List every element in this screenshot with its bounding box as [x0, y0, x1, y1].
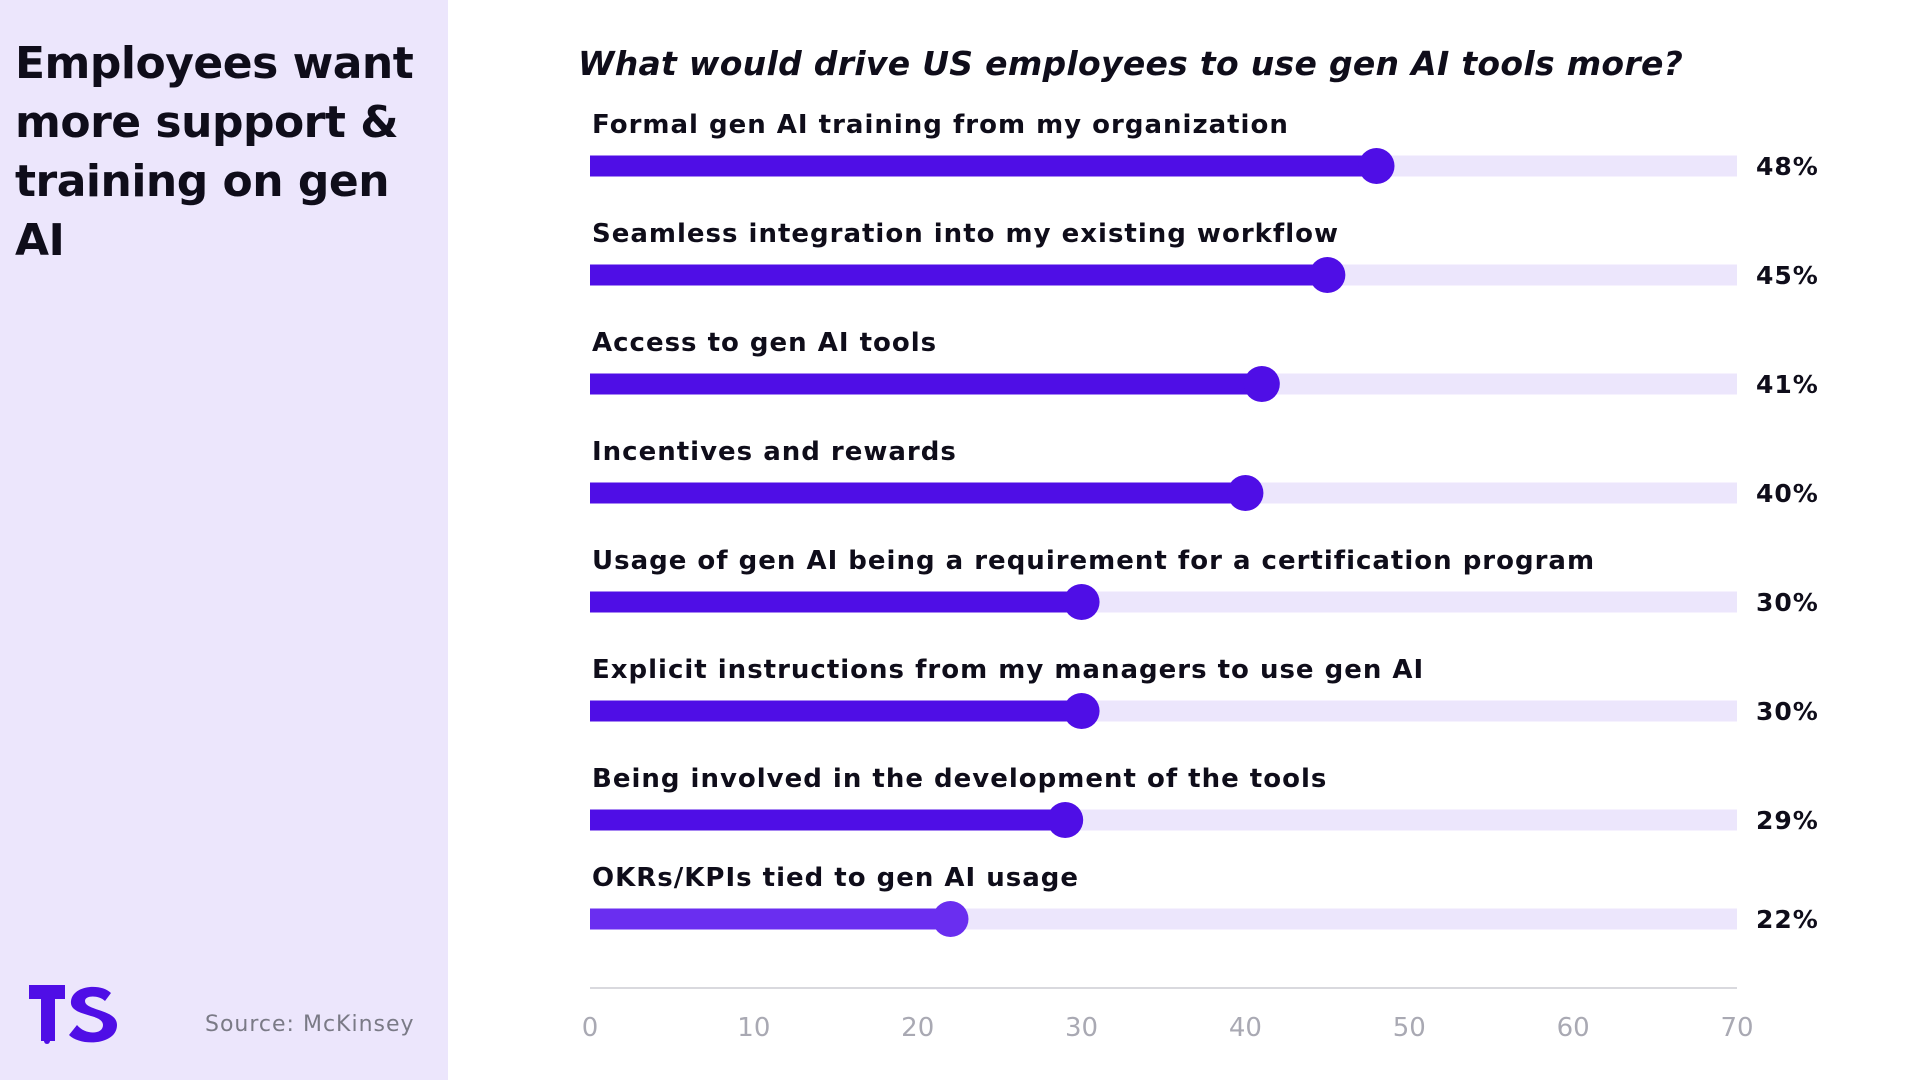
value-label: 30%	[1756, 697, 1819, 726]
value-label: 41%	[1756, 370, 1819, 399]
value-label: 48%	[1756, 152, 1819, 181]
category-label: OKRs/KPIs tied to gen AI usage	[592, 863, 1079, 893]
bar	[590, 809, 1066, 831]
bar-end-dot	[932, 901, 969, 937]
category-label: Incentives and rewards	[592, 437, 957, 467]
bar	[590, 482, 1246, 504]
bar-end-dot	[1227, 475, 1264, 511]
x-tick-label: 50	[1393, 1013, 1426, 1043]
value-label: 45%	[1756, 261, 1819, 290]
x-tick-label: 10	[737, 1013, 770, 1043]
sidebar-panel: Employees want more support & training o…	[0, 0, 448, 1080]
value-label: 29%	[1756, 806, 1819, 835]
x-tick-label: 40	[1229, 1013, 1262, 1043]
x-tick-label: 70	[1720, 1013, 1753, 1043]
category-label: Seamless integration into my existing wo…	[592, 219, 1339, 249]
bar	[590, 700, 1082, 722]
x-tick-label: 30	[1065, 1013, 1098, 1043]
category-label: Access to gen AI tools	[592, 328, 937, 358]
bar-end-dot	[1063, 693, 1100, 729]
bar-end-dot	[1063, 584, 1100, 620]
x-tick-label: 0	[582, 1013, 599, 1043]
page-headline: Employees want more support & training o…	[15, 38, 414, 266]
bar	[590, 591, 1082, 613]
value-label: 30%	[1756, 588, 1819, 617]
bar	[590, 155, 1377, 177]
chart-title: What would drive US employees to use gen…	[578, 44, 1684, 83]
bar-end-dot	[1047, 802, 1084, 838]
source-note: Source: McKinsey	[205, 1012, 415, 1037]
ts-logo-icon	[29, 985, 117, 1044]
x-tick-label: 60	[1557, 1013, 1590, 1043]
bar-end-dot	[1358, 148, 1395, 184]
bar-end-dot	[1309, 257, 1346, 293]
bar	[590, 908, 951, 930]
value-label: 40%	[1756, 479, 1819, 508]
category-label: Usage of gen AI being a requirement for …	[592, 546, 1595, 576]
category-label: Being involved in the development of the…	[592, 764, 1327, 794]
x-tick-label: 20	[901, 1013, 934, 1043]
bar	[590, 264, 1328, 286]
category-label: Explicit instructions from my managers t…	[592, 655, 1424, 685]
value-label: 22%	[1756, 905, 1819, 934]
bar-end-dot	[1243, 366, 1280, 402]
bar	[590, 373, 1262, 395]
category-label: Formal gen AI training from my organizat…	[592, 110, 1289, 140]
